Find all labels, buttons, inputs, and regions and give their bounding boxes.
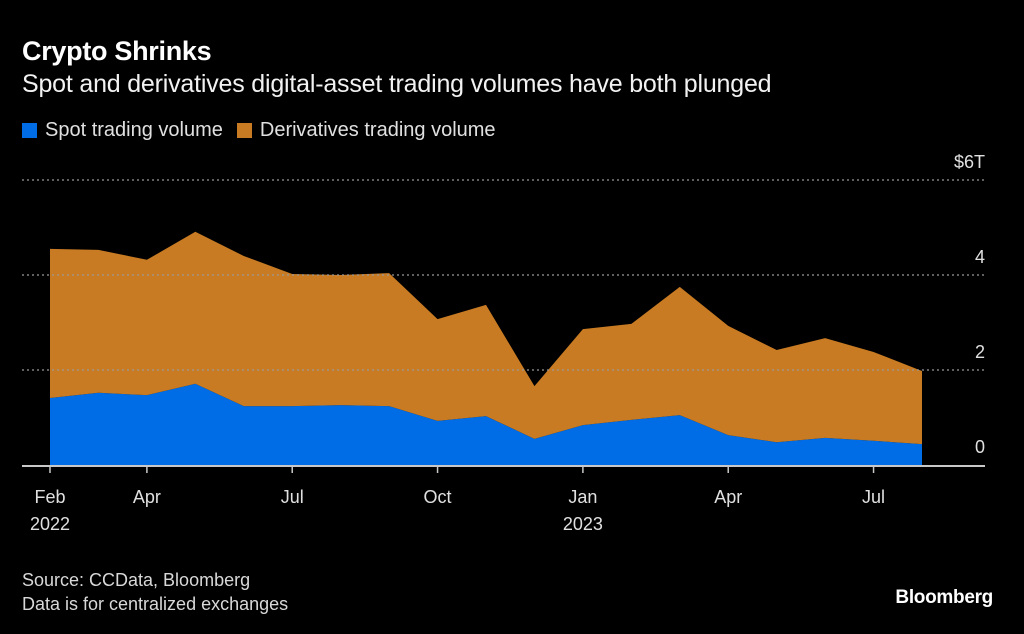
area-series-spot — [50, 383, 922, 465]
legend-item-spot: Spot trading volume — [22, 119, 223, 142]
x-tick-label: Jan — [568, 487, 597, 507]
y-tick-label: $6T — [954, 152, 985, 172]
x-tick-label: Apr — [133, 487, 161, 507]
x-tick-sublabel: 2022 — [30, 514, 70, 534]
chart-subtitle: Spot and derivatives digital-asset tradi… — [22, 70, 772, 98]
x-tick-label: Jul — [862, 487, 885, 507]
x-tick-label: Jul — [281, 487, 304, 507]
x-tick-label: Apr — [714, 487, 742, 507]
legend-label-spot: Spot trading volume — [45, 119, 223, 141]
legend: Spot trading volume Derivatives trading … — [22, 119, 510, 142]
footer: Source: CCData, Bloomberg Data is for ce… — [22, 568, 288, 616]
data-note: Data is for centralized exchanges — [22, 594, 289, 614]
x-tick-label: Feb — [34, 487, 65, 507]
source-note: Source: CCData, Bloomberg — [22, 570, 251, 590]
x-tick-label: Oct — [424, 487, 452, 507]
y-tick-label: 2 — [975, 342, 985, 362]
legend-label-derivatives: Derivatives trading volume — [259, 119, 496, 141]
legend-swatch-spot — [22, 123, 37, 138]
chart-title: Crypto Shrinks — [22, 36, 212, 66]
y-tick-label: 0 — [975, 437, 985, 457]
bloomberg-logo: Bloomberg — [895, 587, 993, 608]
area-series-derivatives — [50, 231, 922, 445]
x-tick-sublabel: 2023 — [563, 514, 603, 534]
y-tick-label: 4 — [975, 247, 985, 267]
legend-swatch-derivatives — [236, 123, 252, 138]
legend-item-derivatives: Derivatives trading volume — [236, 119, 496, 142]
